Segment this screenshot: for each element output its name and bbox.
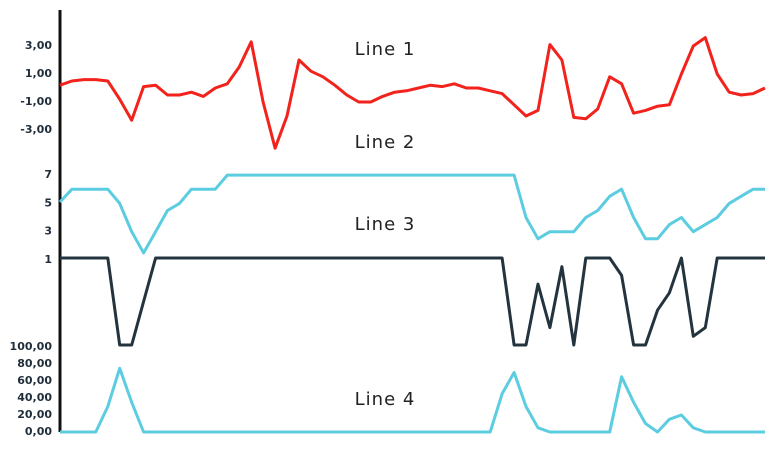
y-tick-label: 7 [44, 168, 52, 181]
data-line [60, 366, 765, 434]
y-tick-label: 80,00 [17, 357, 52, 370]
data-line [59, 36, 766, 150]
y-tick-label: 40,00 [17, 391, 52, 404]
chart-title: Line 2 [355, 132, 416, 153]
y-tick-label: 0,00 [25, 425, 52, 438]
data-line [58, 173, 765, 255]
y-tick-label: 1,00 [25, 67, 52, 80]
chart-title: Line 1 [355, 39, 416, 60]
y-tick-label: 1 [44, 253, 52, 266]
chart-title: Line 3 [355, 214, 416, 235]
y-tick-label: -3,00 [20, 123, 52, 136]
y-tick-label: 3 [44, 225, 52, 238]
data-line [60, 256, 765, 347]
y-tick-label: 3,00 [25, 39, 52, 52]
y-tick-label: 5 [44, 196, 52, 209]
chart-title: Line 4 [355, 389, 416, 410]
y-tick-label: 20,00 [17, 408, 52, 421]
y-tick-label: 60,00 [17, 374, 52, 387]
y-tick-label: -1,00 [20, 95, 52, 108]
y-tick-label: 100,00 [10, 340, 53, 353]
